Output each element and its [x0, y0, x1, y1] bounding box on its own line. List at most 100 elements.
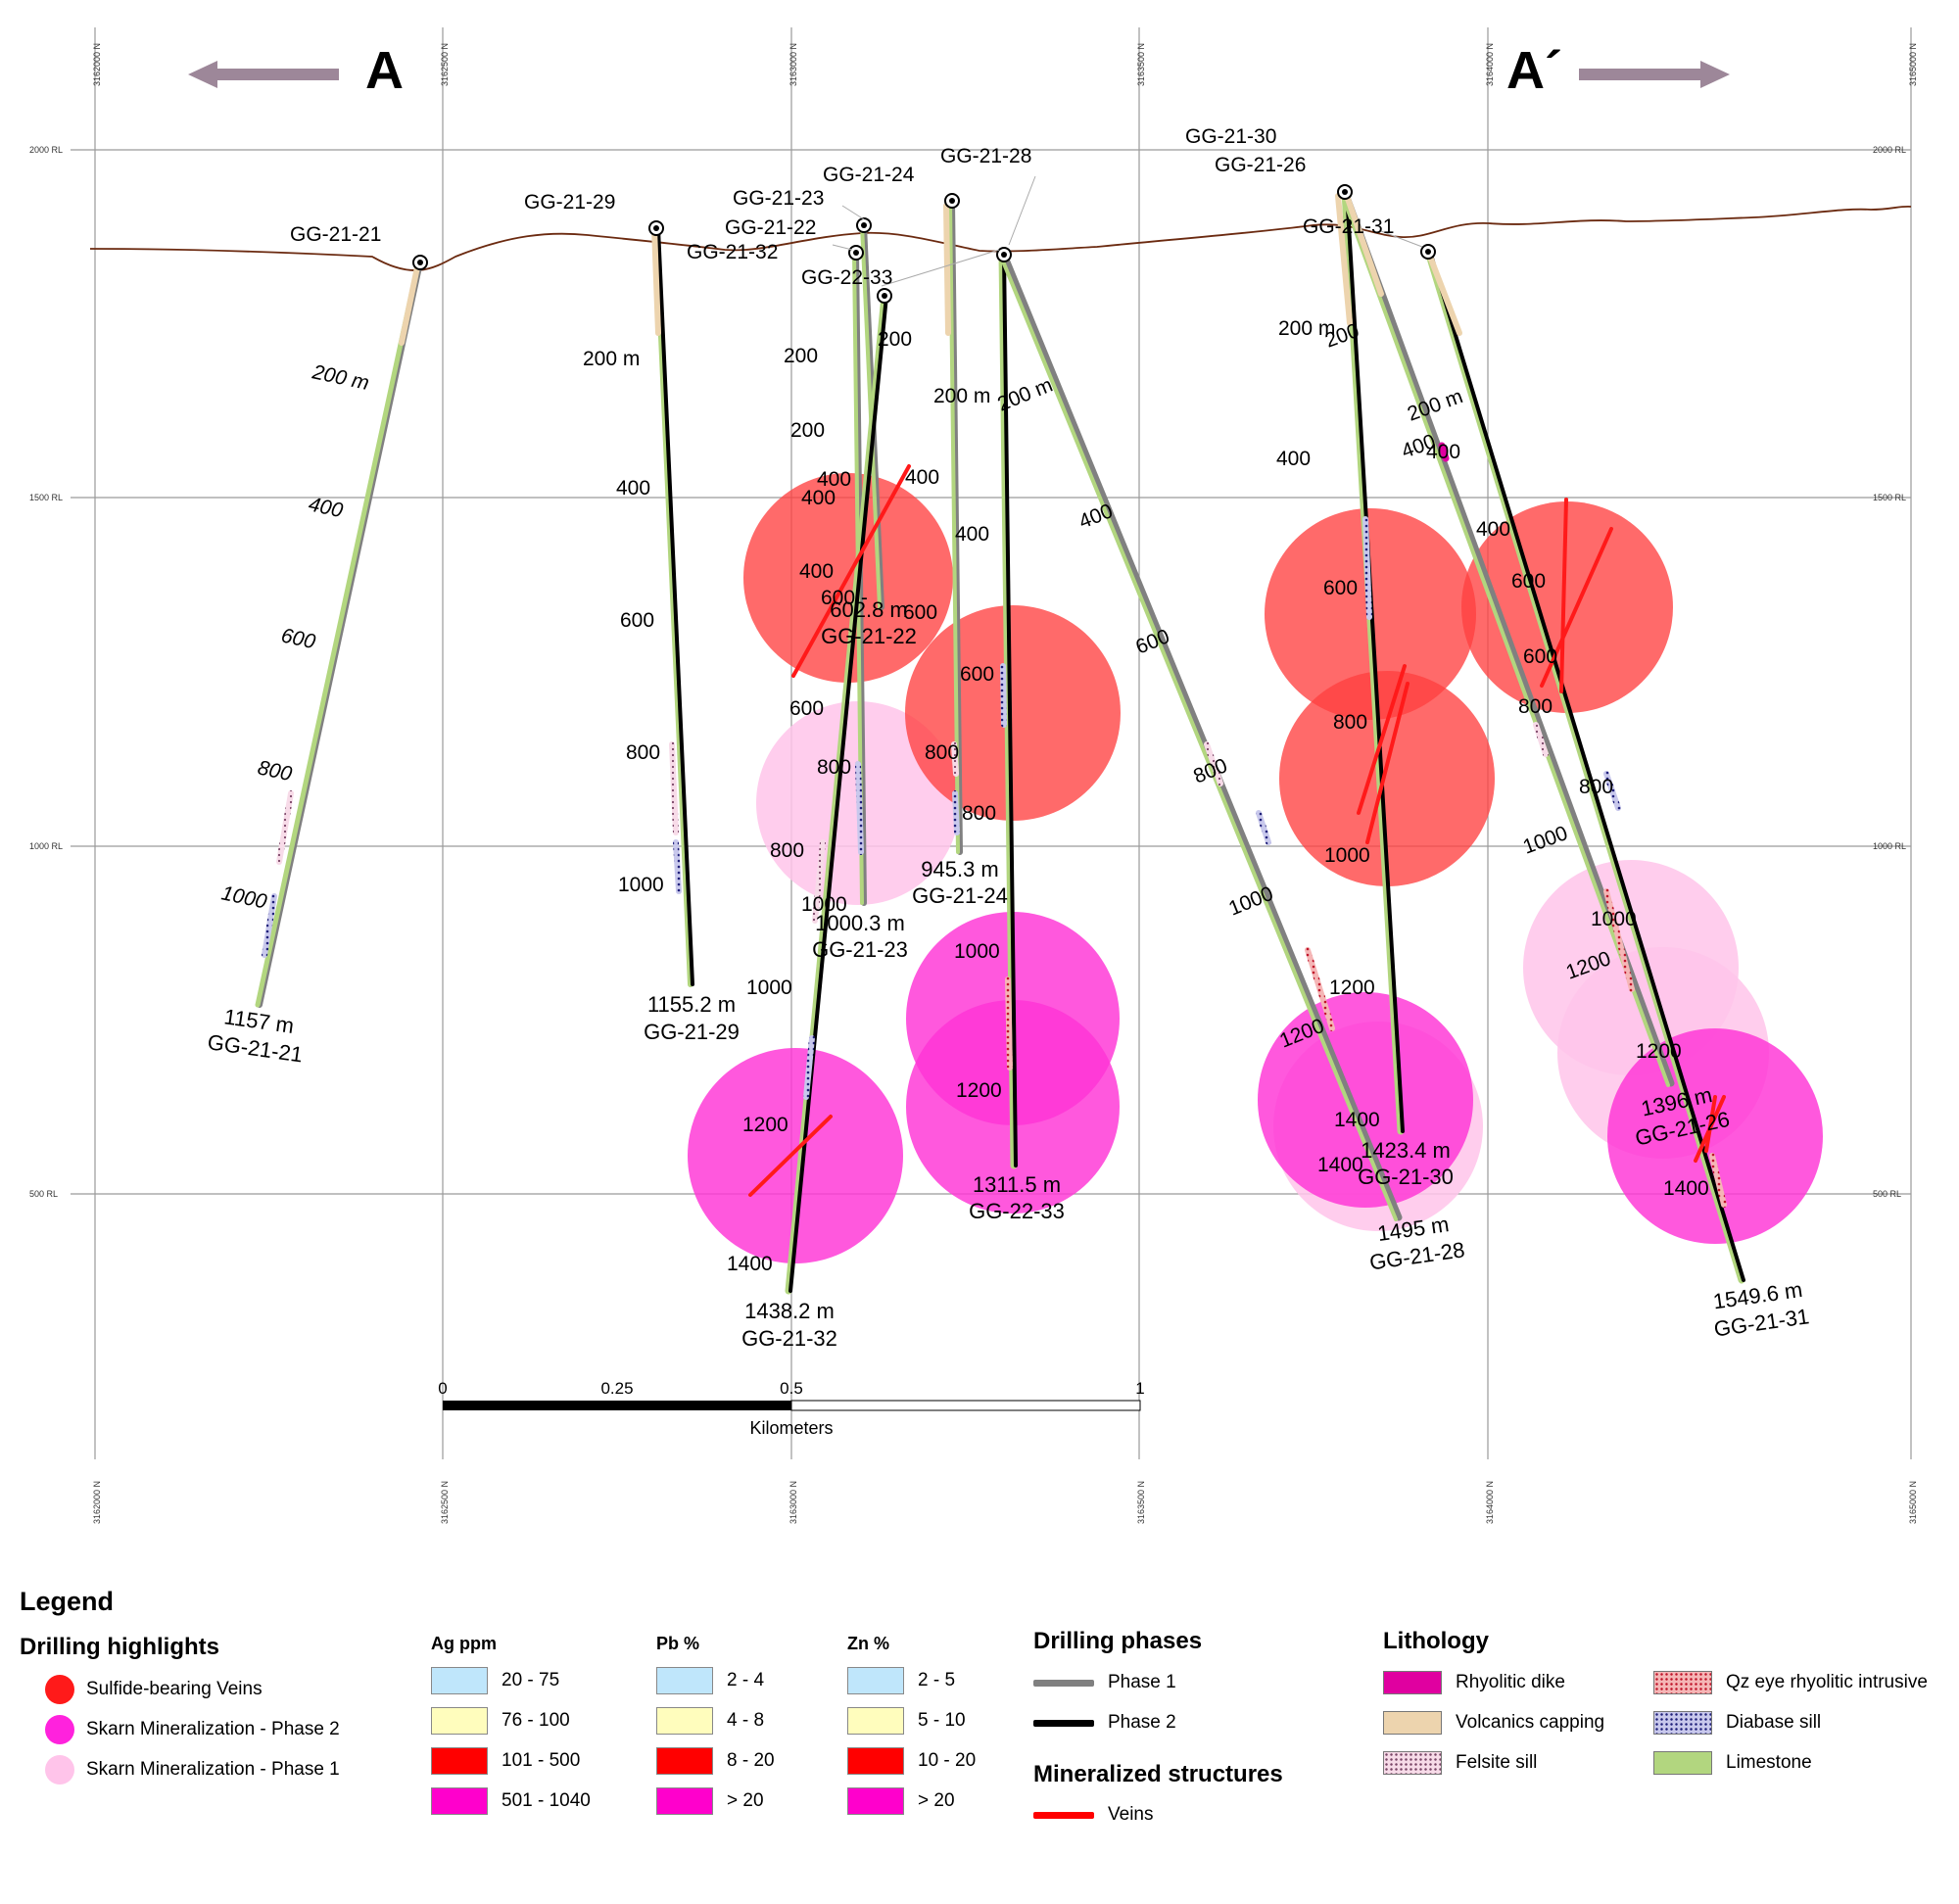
depth-label: 400 [1426, 441, 1460, 463]
scale-bar: 0 0.25 0.5 1 Kilometers [438, 1379, 1144, 1438]
depth-label: 1200 [1636, 1040, 1682, 1063]
depth-label: 800 [1518, 695, 1553, 718]
lith-item: Diabase sill [1653, 1708, 1821, 1737]
skarn-phase2-zone [688, 1048, 903, 1263]
pb-label: 8 - 20 [727, 1750, 775, 1771]
depth-label: 1200 [956, 1079, 1002, 1102]
depth-label: 800 [626, 741, 660, 764]
end-hole-id: GG-22-33 [969, 1199, 1065, 1223]
depth-labels-upright: 200 m 400 600 800 1000 200 200 400 400 4… [583, 317, 1709, 1275]
highlights-title: Drilling highlights [20, 1634, 219, 1660]
depth-label: 1200 [1329, 976, 1375, 999]
pb-item: > 20 [656, 1786, 764, 1816]
legend-title: Legend [20, 1587, 115, 1616]
collar-label: GG-21-31 [1303, 215, 1394, 238]
depth-label: 200 m [933, 385, 990, 407]
rl-label: 1000 RL [1873, 841, 1906, 851]
lithology-title: Lithology [1383, 1628, 1489, 1654]
depth-label: 800 [1333, 711, 1367, 734]
ag-label: 76 - 100 [502, 1710, 570, 1731]
lith-item: Rhyolitic dike [1383, 1668, 1565, 1697]
northing-label: 3162000 N [92, 1481, 102, 1524]
depth-label: 1000 [1520, 822, 1571, 859]
end-depth: 945.3 m [921, 857, 999, 881]
depth-label: 1400 [1663, 1177, 1709, 1200]
scale-tick: 0 [438, 1379, 447, 1398]
sulfide-vein-zone [1279, 671, 1495, 886]
collar-labels: GG-21-21 GG-21-29 GG-21-23 GG-21-24 GG-2… [290, 125, 1394, 289]
depth-label: 600 - [821, 587, 868, 609]
zn-label: 2 - 5 [918, 1670, 956, 1690]
ag-item: 20 - 75 [431, 1666, 559, 1695]
collar-label: GG-21-28 [940, 145, 1031, 167]
depth-label: 600 [789, 697, 824, 720]
collar-label: GG-22-33 [801, 266, 892, 289]
depth-label: 400 [799, 560, 834, 583]
pb-label: 2 - 4 [727, 1670, 765, 1690]
collar-label: GG-21-30 [1185, 125, 1276, 148]
drillhole-gg-21-21 [255, 260, 423, 1008]
depth-label: 600 [1323, 577, 1358, 599]
zn-title: Zn % [847, 1634, 889, 1653]
lith-label: Qz eye rhyolitic intrusive [1726, 1672, 1928, 1692]
end-hole-id: GG-21-24 [912, 883, 1008, 908]
lith-label: Felsite sill [1456, 1752, 1538, 1773]
section-end-label: A [365, 41, 404, 100]
rl-label: 2000 RL [1873, 145, 1906, 155]
zn-item: 10 - 20 [847, 1746, 976, 1776]
circle-icon [45, 1675, 74, 1704]
drillhole-gg-21-28 [999, 251, 1403, 1221]
ag-title: Ag ppm [431, 1634, 497, 1653]
vein [1559, 498, 1568, 693]
phase1-item: Phase 1 [1033, 1668, 1176, 1697]
depth-label: 600 [960, 663, 994, 686]
vein [791, 464, 911, 678]
volcanics-swatch [1383, 1711, 1442, 1735]
northing-label: 3162500 N [440, 43, 450, 86]
arrow-right-icon [1579, 61, 1730, 88]
depth-label: 800 [1190, 754, 1230, 787]
depth-label: 1400 [1317, 1154, 1363, 1176]
phase-label: Phase 2 [1108, 1712, 1176, 1733]
depth-label: 800 [817, 756, 851, 779]
end-depth: 1155.2 m [647, 992, 736, 1017]
rl-label: 500 RL [29, 1189, 58, 1199]
ag-label: 20 - 75 [502, 1670, 560, 1690]
northing-label: 3162500 N [440, 1481, 450, 1524]
zn-item: 2 - 5 [847, 1666, 955, 1695]
vein-line-icon [1033, 1811, 1094, 1819]
skarn-phase2-zones [688, 912, 1823, 1263]
depth-label: 400 [817, 468, 851, 491]
pb-item: 4 - 8 [656, 1706, 764, 1736]
vein [1357, 664, 1407, 815]
lith-item: Felsite sill [1383, 1748, 1537, 1778]
skarn-phase2-zone [1607, 1028, 1823, 1244]
structures-title: Mineralized structures [1033, 1761, 1283, 1787]
ag-item: 76 - 100 [431, 1706, 570, 1736]
depth-label: 200 [878, 328, 912, 351]
legend: Legend Drilling highlights Sulfide-beari… [0, 1567, 1959, 1904]
depth-label: 1200 [742, 1114, 788, 1136]
depth-label: 800 [770, 839, 804, 862]
end-depth: 1423.4 m [1361, 1138, 1451, 1163]
drillhole-gg-21-24 [943, 198, 963, 855]
depth-label: 1000 [746, 976, 792, 999]
depth-label: 800 [962, 802, 996, 825]
rl-label: 1500 RL [1873, 493, 1906, 502]
zn-item: > 20 [847, 1786, 955, 1816]
northing-label: 3163000 N [788, 1481, 798, 1524]
ag-item: 101 - 500 [431, 1746, 580, 1776]
pb-item: 8 - 20 [656, 1746, 775, 1776]
end-hole-id: GG-21-32 [741, 1326, 837, 1351]
collar-label: GG-21-23 [733, 187, 824, 210]
zn-label: 5 - 10 [918, 1710, 966, 1731]
northing-label: 3165000 N [1908, 43, 1918, 86]
depth-label: 1000 [219, 881, 269, 913]
structure-label: Veins [1108, 1804, 1154, 1825]
legend-item-skarn1: Skarn Mineralization - Phase 1 [45, 1755, 340, 1785]
topography-line [89, 205, 1912, 271]
ag-item: 501 - 1040 [431, 1786, 591, 1816]
end-hole-id: GG-21-23 [812, 937, 908, 962]
lith-label: Limestone [1726, 1752, 1812, 1773]
circle-icon [45, 1755, 74, 1785]
